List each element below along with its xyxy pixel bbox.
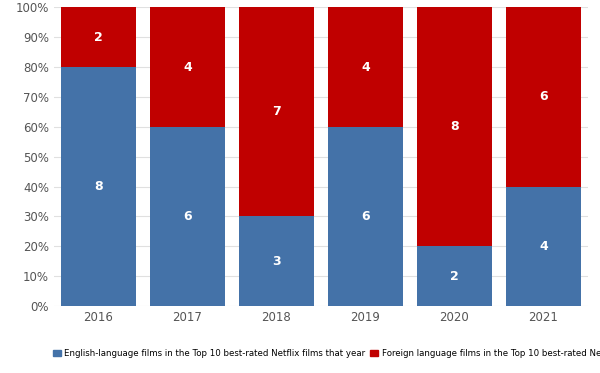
Text: 2: 2 <box>450 270 459 282</box>
Bar <box>328 127 403 306</box>
Text: 4: 4 <box>183 61 192 73</box>
Text: 6: 6 <box>539 91 548 103</box>
Bar <box>506 7 581 186</box>
Text: 2: 2 <box>94 31 103 44</box>
Legend: English-language films in the Top 10 best-rated Netflix films that year, Foreign: English-language films in the Top 10 bes… <box>53 349 600 358</box>
Bar <box>149 127 226 306</box>
Bar <box>239 7 314 216</box>
Text: 4: 4 <box>361 61 370 73</box>
Bar <box>416 246 493 306</box>
Text: 8: 8 <box>450 120 459 133</box>
Text: 7: 7 <box>272 106 281 118</box>
Bar <box>61 67 136 306</box>
Text: 8: 8 <box>94 180 103 193</box>
Text: 6: 6 <box>361 210 370 223</box>
Bar <box>61 7 136 67</box>
Bar <box>506 186 581 306</box>
Text: 3: 3 <box>272 255 281 267</box>
Bar <box>149 7 226 127</box>
Text: 4: 4 <box>539 240 548 253</box>
Bar <box>416 7 493 246</box>
Bar <box>328 7 403 127</box>
Text: 6: 6 <box>183 210 192 223</box>
Bar <box>239 216 314 306</box>
